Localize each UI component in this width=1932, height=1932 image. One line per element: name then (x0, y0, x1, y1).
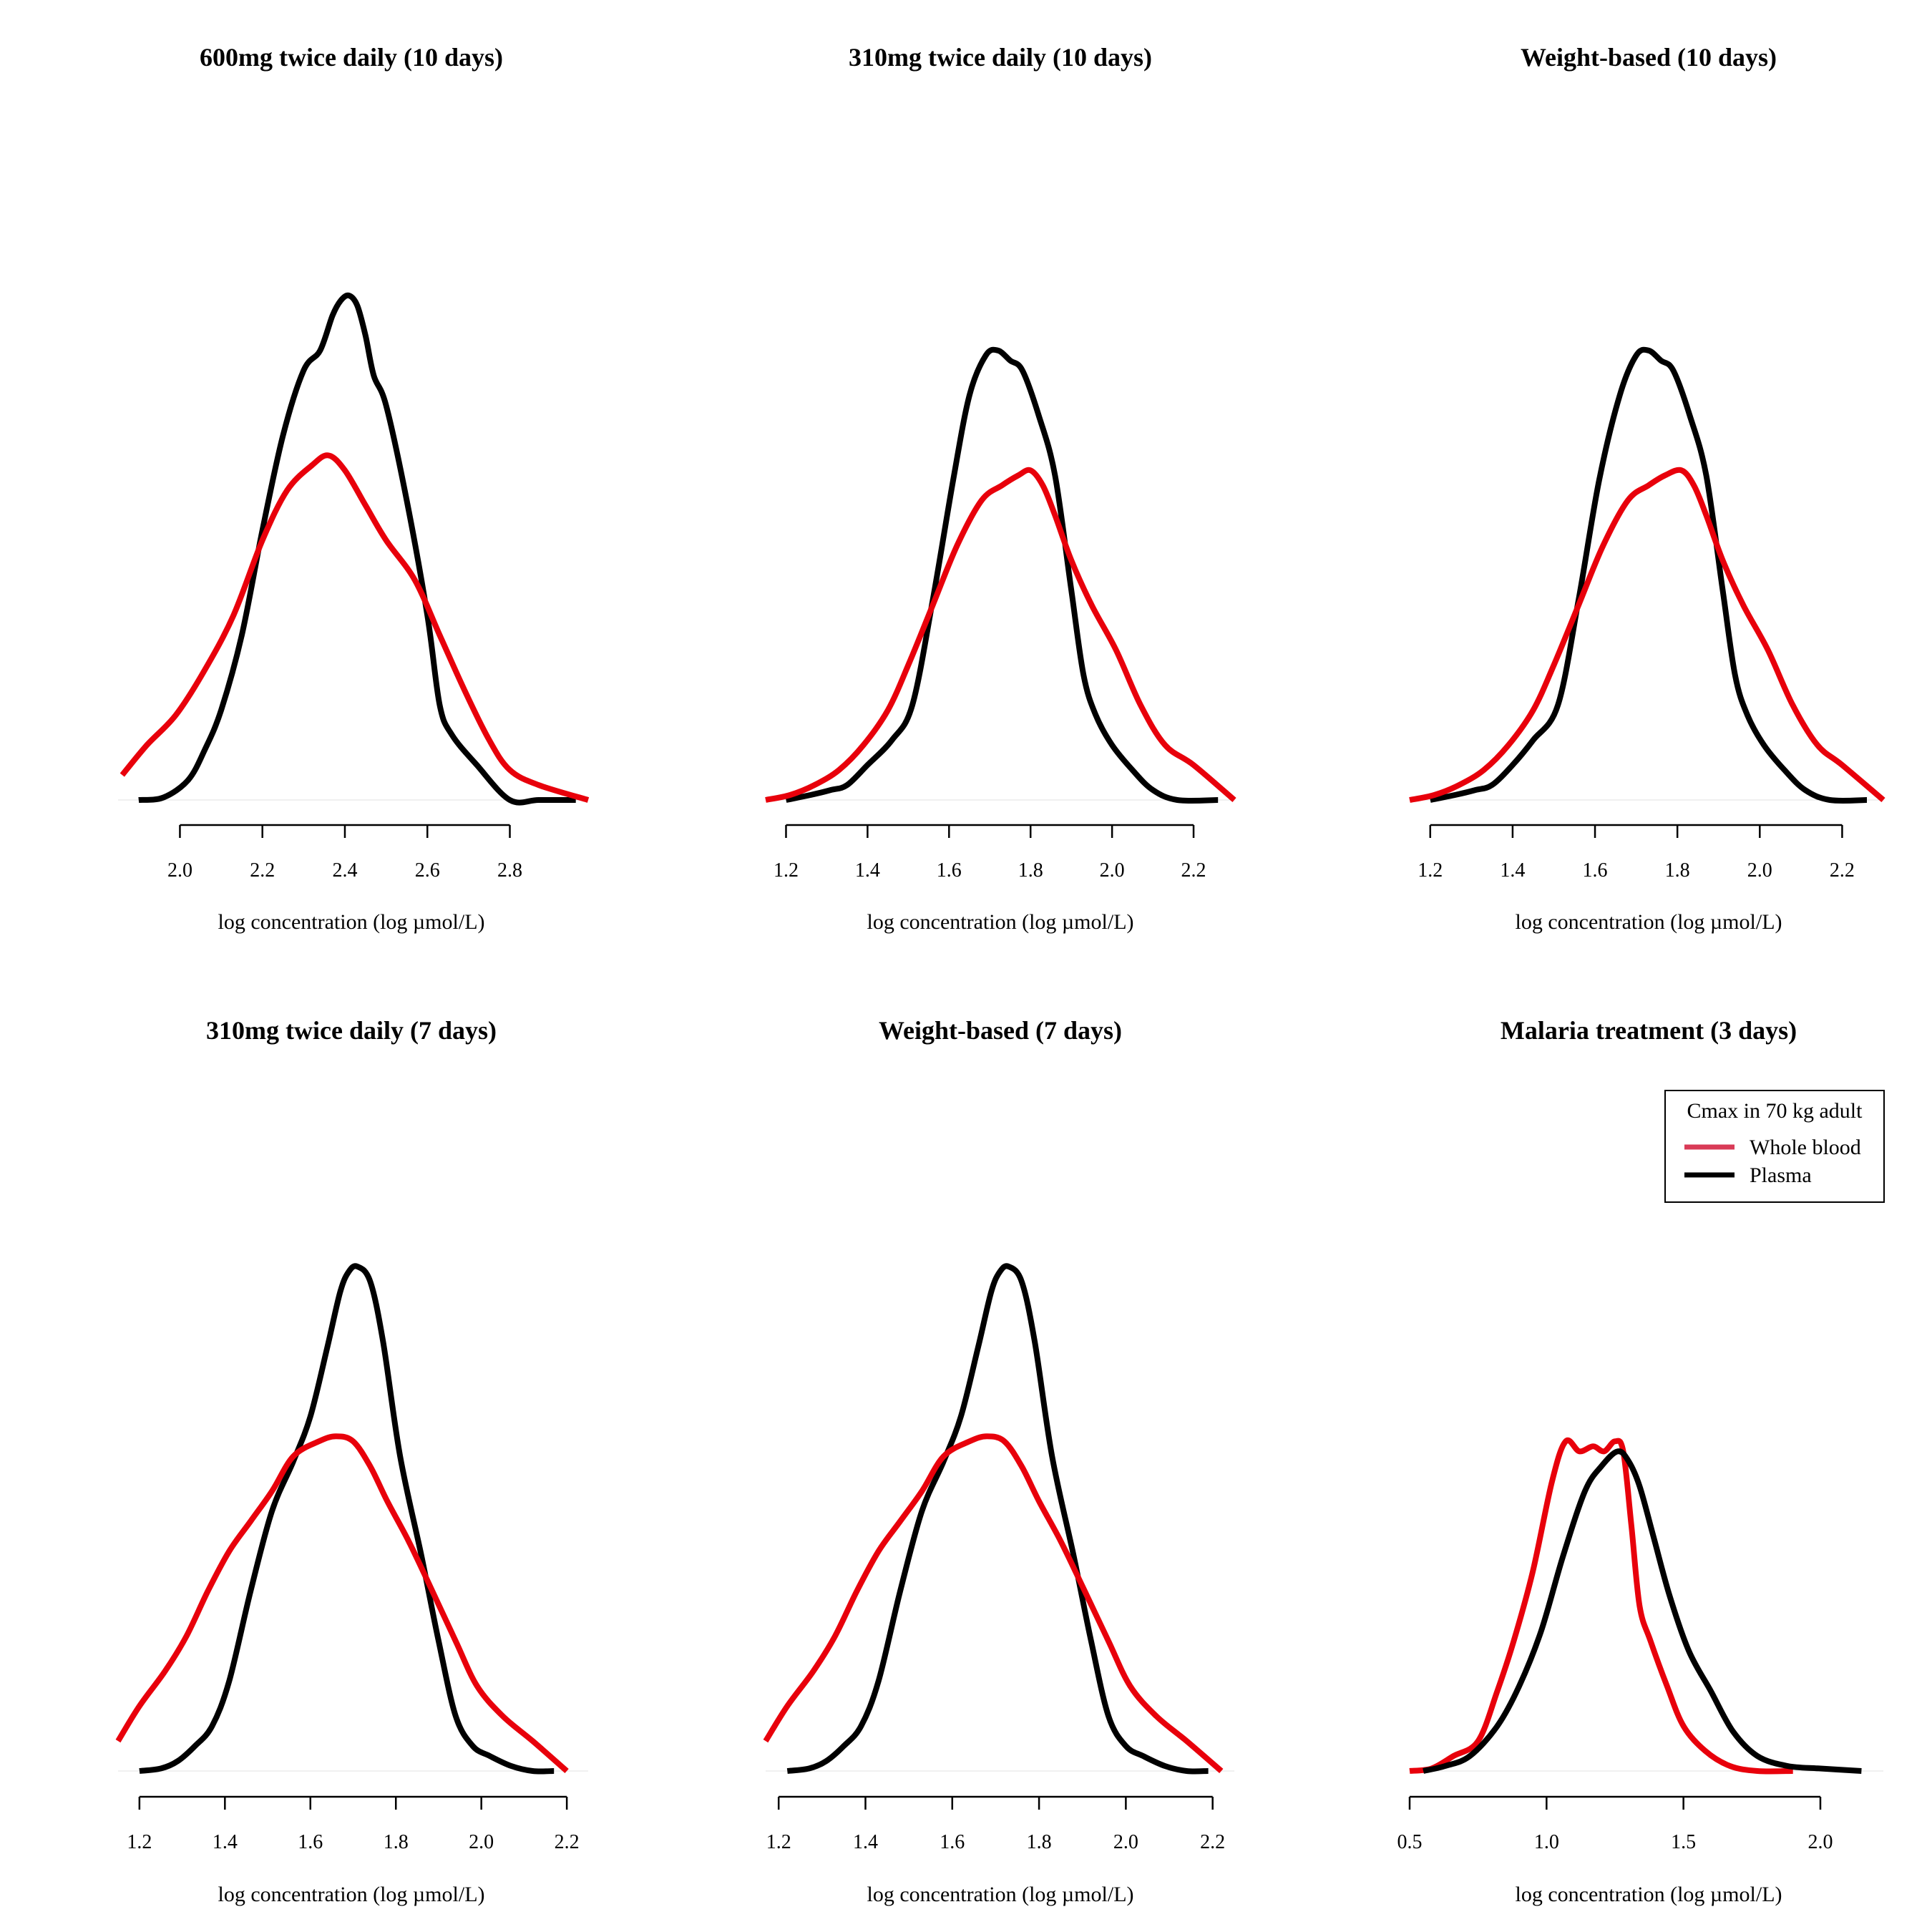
panel-title: Weight-based (10 days) (1521, 43, 1777, 72)
panel-title: 310mg twice daily (10 days) (849, 43, 1152, 72)
x-tick-label: 1.4 (853, 1831, 878, 1853)
x-tick-label: 2.8 (497, 859, 522, 882)
plasma-density-line (785, 346, 1219, 804)
legend: Cmax in 70 kg adult Whole blood Plasma (1664, 1090, 1885, 1203)
panel-1: 600mg twice daily (10 days) log concentr… (118, 43, 590, 934)
legend-title: Cmax in 70 kg adult (1687, 1099, 1863, 1123)
x-tick-label: 1.2 (1418, 859, 1443, 882)
plasma-density-line (138, 292, 576, 806)
x-tick-label: 2.4 (332, 859, 357, 882)
x-tick-label: 1.4 (855, 859, 880, 882)
whole-blood-density-line (763, 1433, 1224, 1774)
whole-blood-density-line (1409, 1437, 1793, 1775)
x-tick-label: 1.2 (127, 1831, 152, 1853)
legend-label-whole-blood: Whole blood (1750, 1136, 1861, 1159)
x-tick-label: 1.8 (1018, 859, 1043, 882)
x-axis-label: log concentration (log µmol/L) (1515, 910, 1782, 934)
panel-5: Weight-based (7 days) log concentration … (763, 1016, 1234, 1906)
x-tick-label: 2.0 (1100, 859, 1125, 882)
x-tick-label: 1.4 (213, 1831, 238, 1853)
plasma-density-line (1429, 346, 1868, 804)
panel-title: 600mg twice daily (10 days) (200, 43, 503, 72)
legend-label-plasma: Plasma (1750, 1163, 1812, 1187)
x-tick-label: 1.8 (1027, 1831, 1052, 1853)
x-tick-label: 1.8 (1665, 859, 1690, 882)
panel-2: 310mg twice daily (10 days) log concentr… (765, 43, 1236, 934)
panel-title: Weight-based (7 days) (879, 1016, 1122, 1045)
x-tick-label: 1.6 (1583, 859, 1608, 882)
panel-3: Weight-based (10 days) log concentration… (1409, 43, 1885, 934)
x-tick-label: 2.0 (1747, 859, 1772, 882)
x-tick-label: 2.0 (1113, 1831, 1138, 1853)
x-tick-label: 1.4 (1500, 859, 1525, 882)
x-tick-label: 1.0 (1534, 1831, 1559, 1853)
panel-title: 310mg twice daily (7 days) (206, 1016, 497, 1045)
x-tick-label: 1.6 (937, 859, 962, 882)
x-axis-label: log concentration (log µmol/L) (218, 1883, 484, 1906)
x-tick-label: 1.2 (774, 859, 799, 882)
x-axis-label: log concentration (log µmol/L) (867, 910, 1133, 934)
x-tick-label: 1.5 (1671, 1831, 1696, 1853)
plasma-density-line (1423, 1448, 1862, 1774)
x-tick-label: 2.2 (1830, 859, 1855, 882)
x-tick-label: 2.2 (250, 859, 275, 882)
x-tick-label: 2.6 (415, 859, 440, 882)
x-tick-label: 1.8 (384, 1831, 409, 1853)
whole-blood-density-line (115, 1433, 569, 1773)
x-axis-label: log concentration (log µmol/L) (1515, 1883, 1782, 1906)
x-tick-label: 0.5 (1397, 1831, 1423, 1853)
x-tick-label: 1.6 (298, 1831, 323, 1853)
whole-blood-density-line (119, 452, 590, 803)
x-tick-label: 2.2 (1200, 1831, 1225, 1853)
panel-title: Malaria treatment (3 days) (1501, 1016, 1797, 1045)
x-tick-label: 1.2 (766, 1831, 791, 1853)
panel-6: Malaria treatment (3 days) log concentra… (1397, 1016, 1883, 1906)
x-tick-label: 1.6 (940, 1831, 965, 1853)
x-axis-label: log concentration (log µmol/L) (867, 1883, 1133, 1906)
panel-4: 310mg twice daily (7 days) log concentra… (115, 1016, 588, 1906)
x-tick-label: 2.2 (555, 1831, 580, 1853)
plasma-density-line (139, 1263, 555, 1775)
x-tick-label: 2.0 (167, 859, 192, 882)
whole-blood-density-line (1409, 467, 1885, 803)
whole-blood-density-line (765, 467, 1236, 803)
plasma-density-line (786, 1263, 1209, 1775)
x-tick-label: 2.0 (469, 1831, 494, 1853)
x-tick-label: 2.2 (1181, 859, 1206, 882)
x-axis-label: log concentration (log µmol/L) (218, 910, 484, 934)
x-tick-label: 2.0 (1807, 1831, 1833, 1853)
